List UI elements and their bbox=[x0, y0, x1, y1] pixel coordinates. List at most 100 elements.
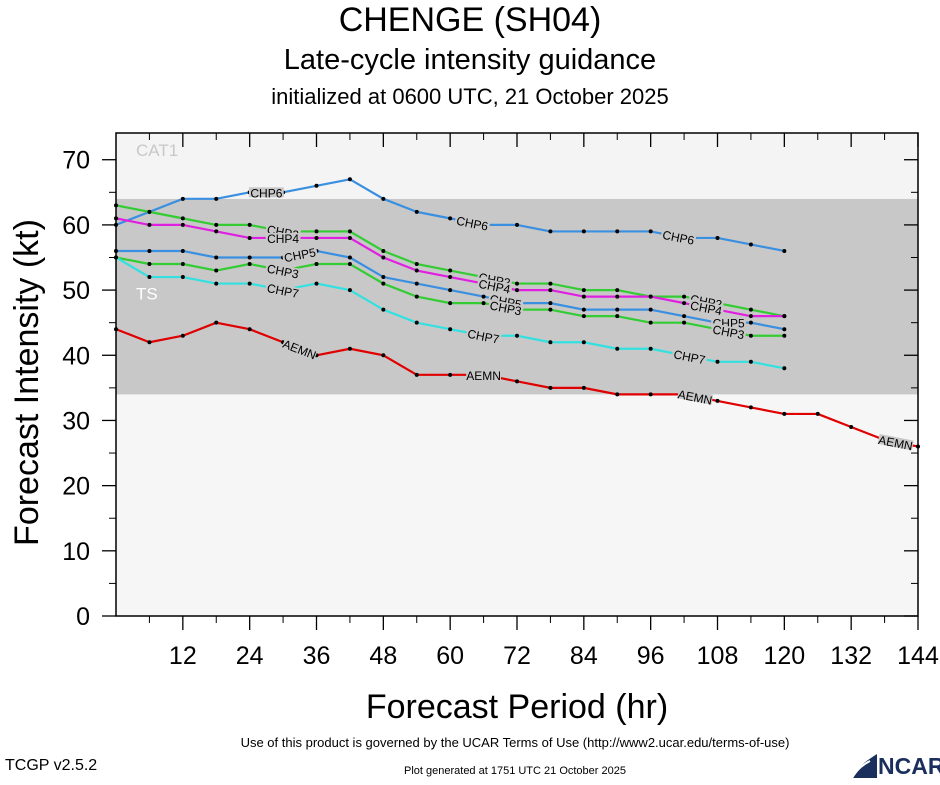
point-chp6 bbox=[648, 229, 653, 234]
point-chp4 bbox=[615, 294, 620, 299]
point-aemn bbox=[381, 353, 386, 358]
point-chp5 bbox=[414, 281, 419, 286]
point-chp3 bbox=[414, 294, 419, 299]
point-aemn bbox=[414, 372, 419, 377]
point-chp2 bbox=[114, 203, 118, 208]
x-tick-label: 36 bbox=[303, 642, 331, 670]
point-chp3 bbox=[648, 320, 653, 325]
series-label-bg-aemn bbox=[877, 433, 914, 451]
version-label: TCGP v2.5.2 bbox=[5, 757, 98, 774]
point-chp5 bbox=[615, 307, 620, 312]
point-chp2 bbox=[247, 222, 252, 227]
intensity-bands: TS CAT1 bbox=[116, 133, 918, 616]
point-chp7 bbox=[381, 307, 386, 312]
x-tick-label: 132 bbox=[830, 642, 872, 670]
point-aemn bbox=[748, 405, 753, 410]
series-label-chp4: CHP4 bbox=[477, 277, 511, 297]
point-chp2 bbox=[147, 209, 152, 214]
point-chp5 bbox=[247, 255, 252, 260]
series-label-chp6: CHP6 bbox=[661, 228, 695, 248]
series-lines bbox=[114, 177, 920, 449]
series-label-aemn: AEMN bbox=[877, 433, 914, 453]
point-chp7 bbox=[180, 275, 185, 280]
y-tick-label: 40 bbox=[62, 342, 90, 370]
point-chp2 bbox=[347, 229, 352, 234]
series-label-chp3: CHP3 bbox=[489, 299, 523, 319]
series-label-bg-chp6 bbox=[248, 187, 284, 198]
point-chp6 bbox=[214, 196, 219, 201]
point-chp2 bbox=[548, 281, 553, 286]
point-chp4 bbox=[548, 288, 553, 293]
point-chp5 bbox=[648, 307, 653, 312]
point-chp7 bbox=[715, 359, 720, 364]
point-chp5 bbox=[548, 301, 553, 306]
point-chp3 bbox=[347, 262, 352, 267]
series-label-bg-chp3 bbox=[265, 262, 302, 279]
point-chp7 bbox=[448, 327, 453, 332]
terms-of-use: Use of this product is governed by the U… bbox=[240, 735, 790, 750]
point-chp4 bbox=[314, 235, 319, 240]
point-chp6 bbox=[782, 248, 787, 253]
point-chp4 bbox=[114, 216, 118, 221]
point-chp6 bbox=[314, 183, 319, 188]
point-chp6 bbox=[448, 216, 453, 221]
x-tick-label: 120 bbox=[763, 642, 805, 670]
point-chp4 bbox=[414, 268, 419, 273]
point-chp6 bbox=[581, 229, 586, 234]
series-label-bg-chp3 bbox=[710, 323, 747, 340]
point-chp2 bbox=[515, 281, 519, 286]
point-chp6 bbox=[615, 229, 620, 234]
point-chp6 bbox=[180, 196, 185, 201]
point-chp7 bbox=[748, 359, 753, 364]
series-label-chp4: CHP4 bbox=[267, 232, 299, 246]
point-aemn bbox=[849, 424, 854, 429]
point-chp6 bbox=[548, 229, 553, 234]
series-label-bg-chp7 bbox=[671, 348, 708, 365]
point-chp3 bbox=[381, 281, 386, 286]
point-chp7 bbox=[581, 340, 586, 345]
series-label-chp3: CHP3 bbox=[266, 262, 300, 282]
point-chp6 bbox=[748, 242, 753, 247]
series-label-chp4: CHP4 bbox=[689, 299, 723, 319]
point-chp7 bbox=[147, 275, 152, 280]
point-aemn bbox=[715, 398, 720, 403]
x-tick-label: 84 bbox=[570, 642, 598, 670]
point-aemn bbox=[180, 333, 185, 338]
point-chp6 bbox=[114, 222, 118, 227]
point-chp4 bbox=[247, 235, 252, 240]
series-label-bg-chp4 bbox=[688, 299, 725, 316]
series-label-aemn: AEMN bbox=[466, 369, 501, 383]
series-label-bg-chp5 bbox=[281, 246, 318, 263]
ncar-logo-text: NCAR bbox=[878, 753, 940, 779]
point-aemn bbox=[916, 444, 920, 449]
point-aemn bbox=[515, 379, 519, 384]
point-chp7 bbox=[214, 281, 219, 286]
x-axis-label: Forecast Period (hr) bbox=[366, 688, 668, 726]
series-label-bg-chp6 bbox=[454, 214, 491, 231]
series-label-chp6: CHP6 bbox=[250, 186, 282, 200]
point-chp2 bbox=[748, 307, 753, 312]
point-chp2 bbox=[414, 262, 419, 267]
series-label-chp6: CHP6 bbox=[455, 214, 489, 234]
x-tick-label: 144 bbox=[897, 642, 939, 670]
point-chp5 bbox=[214, 255, 219, 260]
series-label-aemn: AEMN bbox=[677, 387, 714, 407]
series-label-bg-aemn bbox=[466, 369, 501, 380]
ncar-logo-icon bbox=[851, 754, 877, 779]
series-label-bg-chp5 bbox=[711, 317, 747, 328]
point-chp7 bbox=[114, 255, 118, 260]
point-chp6 bbox=[715, 235, 720, 240]
point-chp6 bbox=[381, 196, 386, 201]
point-aemn bbox=[815, 411, 820, 416]
point-chp6 bbox=[515, 222, 519, 227]
series-label-bg-chp4 bbox=[476, 277, 513, 294]
point-chp3 bbox=[748, 333, 753, 338]
point-chp5 bbox=[147, 248, 152, 253]
point-aemn bbox=[615, 392, 620, 397]
series-label-bg-aemn bbox=[677, 388, 714, 405]
point-chp5 bbox=[180, 248, 185, 253]
point-chp3 bbox=[448, 301, 453, 306]
point-aemn bbox=[247, 327, 252, 332]
point-chp3 bbox=[314, 262, 319, 267]
point-chp7 bbox=[247, 281, 252, 286]
